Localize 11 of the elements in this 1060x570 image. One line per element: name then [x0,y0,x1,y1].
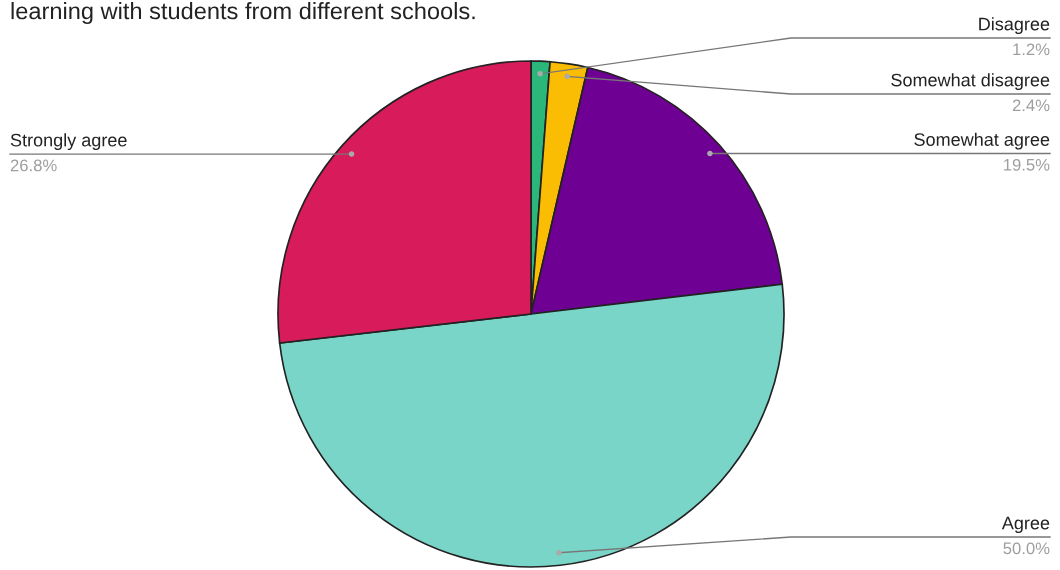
data-label: 19.5% [1004,158,1050,171]
slice-label: Agree [1001,516,1050,533]
data-label: 26.8% [10,159,57,172]
data-label: 50.0% [1003,542,1050,555]
slice-label: Somewhat agree [914,132,1050,150]
chart-title: learning with students from different schools. [11,2,475,25]
data-label: 1.2% [1013,43,1050,56]
slice-label: Strongly agree [10,133,127,151]
slice-label: Disagree [979,17,1050,34]
data-label: 2.4% [1012,99,1050,112]
slice-label: Somewhat disagree [891,73,1050,90]
